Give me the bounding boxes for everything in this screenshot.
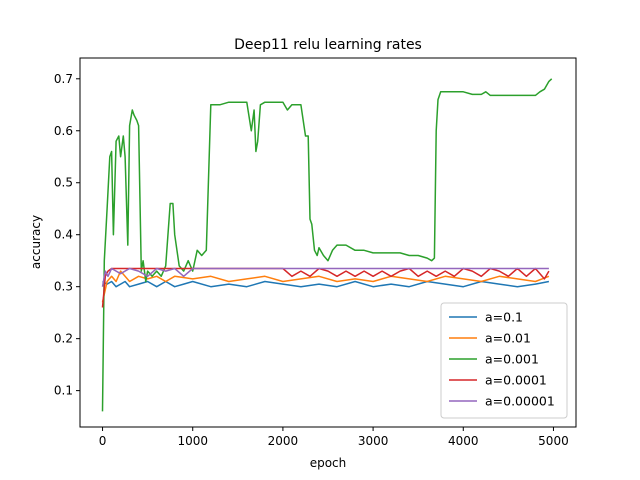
legend-entry-3: a=0.0001 — [485, 373, 547, 388]
y-tick-label: 0.7 — [54, 72, 73, 86]
y-tick-label: 0.1 — [54, 384, 73, 398]
legend-entry-2: a=0.001 — [485, 352, 539, 367]
legend: a=0.1 a=0.01 a=0.001 a=0.0001 a=0.00001 — [440, 302, 568, 419]
legend-entry-0: a=0.1 — [485, 310, 523, 325]
legend-entry-4: a=0.00001 — [485, 394, 555, 409]
x-axis-label: epoch — [310, 456, 347, 470]
chart-title: Deep11 relu learning rates — [234, 37, 422, 53]
x-tick-label: 4000 — [448, 434, 479, 448]
x-tick-label: 1000 — [177, 434, 208, 448]
x-tick-label: 3000 — [358, 434, 389, 448]
series-line-1 — [101, 270, 550, 303]
y-axis: 0.1 0.2 0.3 0.4 0.5 0.6 0.7 — [54, 72, 80, 398]
y-axis-label: accuracy — [29, 215, 43, 269]
series-line-4 — [101, 267, 549, 287]
y-tick-label: 0.5 — [54, 176, 73, 190]
y-tick-label: 0.4 — [54, 228, 73, 242]
series-line-2 — [101, 78, 553, 412]
series-line-0 — [102, 280, 550, 288]
legend-entry-1: a=0.01 — [485, 331, 531, 346]
x-tick-label: 2000 — [268, 434, 299, 448]
series-line-3 — [101, 267, 550, 308]
x-tick-label: 0 — [99, 434, 107, 448]
x-tick-label: 5000 — [538, 434, 569, 448]
y-tick-label: 0.6 — [54, 124, 73, 138]
y-tick-label: 0.3 — [54, 280, 73, 294]
legend-box — [440, 302, 568, 419]
axes-frame — [79, 57, 577, 428]
plot-area — [101, 78, 553, 412]
y-tick-label: 0.2 — [54, 332, 73, 346]
x-axis: 0 1000 2000 3000 4000 5000 — [99, 427, 569, 448]
